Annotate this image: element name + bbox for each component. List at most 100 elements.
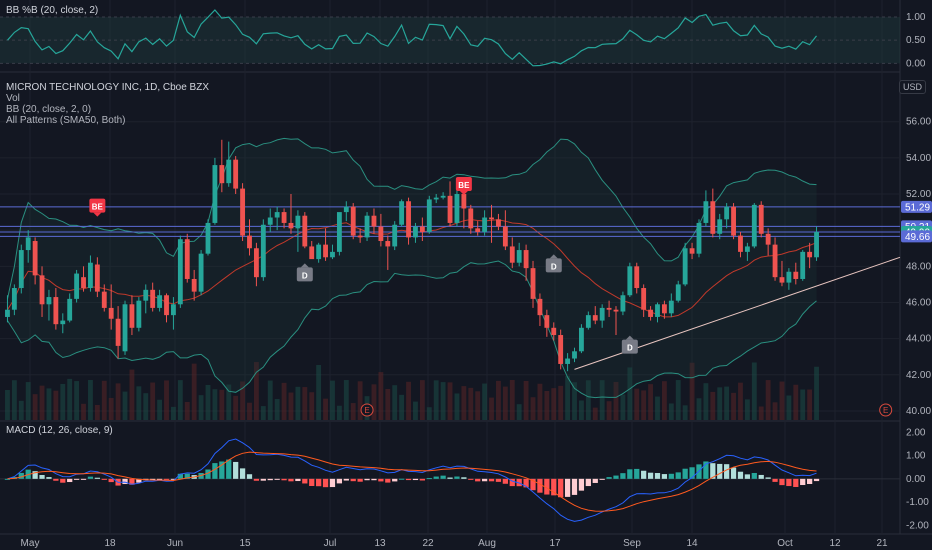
bb-upper <box>7 137 817 300</box>
macd-legend[interactable]: MACD (12, 26, close, 9) <box>6 425 113 436</box>
candle-body <box>814 231 819 258</box>
macd-histogram-bar <box>800 478 806 486</box>
macd-histogram-bar <box>661 474 668 479</box>
macd-histogram-bar <box>717 463 723 479</box>
candle-body <box>433 197 439 200</box>
volume-bar <box>247 402 252 420</box>
candle-body <box>5 309 10 317</box>
bb-legend[interactable]: BB (20, close, 2, 0) <box>6 104 92 115</box>
volume-bar <box>184 401 190 420</box>
candle-body <box>18 250 24 289</box>
time-tick-label: Aug <box>478 538 496 549</box>
macd-histogram-bar <box>730 467 737 479</box>
time-tick-label: Jul <box>324 538 337 549</box>
macd-histogram-bar <box>502 478 508 484</box>
vol-legend[interactable]: Vol <box>6 93 20 104</box>
volume-bar <box>281 382 287 420</box>
volume-bar <box>413 401 418 420</box>
candle-body <box>516 250 522 263</box>
macd-histogram-bar <box>412 478 419 481</box>
volume-bar <box>267 380 273 420</box>
bbp-tick-label: 0.00 <box>906 58 926 69</box>
macd-histogram-bar <box>779 478 785 486</box>
pattern-marker <box>89 198 106 213</box>
volume-bar <box>634 388 640 420</box>
candle-body <box>191 278 197 292</box>
candle-body <box>247 235 252 249</box>
bbp-legend[interactable]: BB %B (20, close, 2) <box>6 5 99 16</box>
time-tick-label: 12 <box>829 538 841 549</box>
volume-bar <box>205 384 211 420</box>
candle-body <box>599 307 605 321</box>
candle-body <box>25 237 31 251</box>
macd-histogram-bar <box>398 478 405 480</box>
earnings-marker <box>360 403 374 417</box>
volume-bar <box>786 395 792 420</box>
candle-body <box>343 206 349 213</box>
macd-histogram-bar <box>73 478 80 480</box>
macd-histogram-bar <box>343 478 349 481</box>
volume-bar <box>744 399 750 420</box>
candle-body <box>551 327 557 336</box>
candle-body <box>212 165 218 223</box>
macd-histogram-bar <box>39 475 45 479</box>
candle-body <box>779 277 785 283</box>
symbol-title[interactable]: MICRON TECHNOLOGY INC, 1D, Cboe BZX <box>6 82 210 93</box>
candle-body <box>440 195 446 198</box>
macd-histogram-bar <box>4 478 11 480</box>
volume-bar <box>53 390 59 420</box>
volume-bar <box>475 391 481 420</box>
volume-bar <box>164 380 169 420</box>
macd-histogram-bar <box>288 478 294 482</box>
candle-body <box>371 215 377 227</box>
volume-bar <box>122 391 128 420</box>
candle-body <box>537 298 543 316</box>
volume-bar <box>523 380 529 420</box>
price-tick-label: 48.00 <box>906 261 931 272</box>
candle-body <box>233 159 239 189</box>
volume-bar <box>316 365 322 420</box>
macd-histogram-bar <box>226 459 232 479</box>
candle-body <box>482 217 488 232</box>
candle-body <box>454 194 460 223</box>
macd-histogram-bar <box>177 473 183 479</box>
volume-bar <box>81 403 86 420</box>
candle-body <box>758 204 764 234</box>
volume-bar <box>378 372 384 420</box>
macd-histogram-bar <box>281 478 287 481</box>
macd-histogram-bar <box>509 478 515 487</box>
candle-body <box>274 212 280 218</box>
volume-bar <box>18 400 24 420</box>
volume-bar <box>433 380 439 420</box>
candle-body <box>641 288 647 310</box>
volume-bar <box>302 387 308 420</box>
time-tick-label: 21 <box>876 538 888 549</box>
volume-bar <box>74 381 80 420</box>
volume-bar <box>496 380 501 420</box>
volume-bar <box>717 387 723 420</box>
macd-histogram-bar <box>87 476 94 479</box>
volume-bar <box>288 392 294 420</box>
candle-body <box>703 201 709 223</box>
volume-bar <box>675 380 681 420</box>
time-tick-label: May <box>21 538 40 549</box>
patterns-legend[interactable]: All Patterns (SMA50, Both) <box>6 115 126 126</box>
candle-body <box>309 246 315 260</box>
candle-body <box>426 199 432 232</box>
price-level-label: 49.66 <box>905 232 930 243</box>
volume-bar <box>46 388 52 420</box>
currency-badge[interactable]: USD <box>898 80 926 94</box>
volume-bar <box>738 382 743 420</box>
candlesticks <box>5 139 819 372</box>
candle-body <box>205 222 211 254</box>
candle-body <box>675 284 681 301</box>
candle-body <box>198 253 204 292</box>
candle-body <box>115 318 121 346</box>
pattern-marker-label: BE <box>458 181 470 190</box>
volume-bar <box>668 403 674 420</box>
macd-histogram-bar <box>627 469 633 479</box>
volume-bar <box>648 384 653 420</box>
candle-body <box>267 217 273 225</box>
pattern-marker-pointer <box>459 190 468 195</box>
